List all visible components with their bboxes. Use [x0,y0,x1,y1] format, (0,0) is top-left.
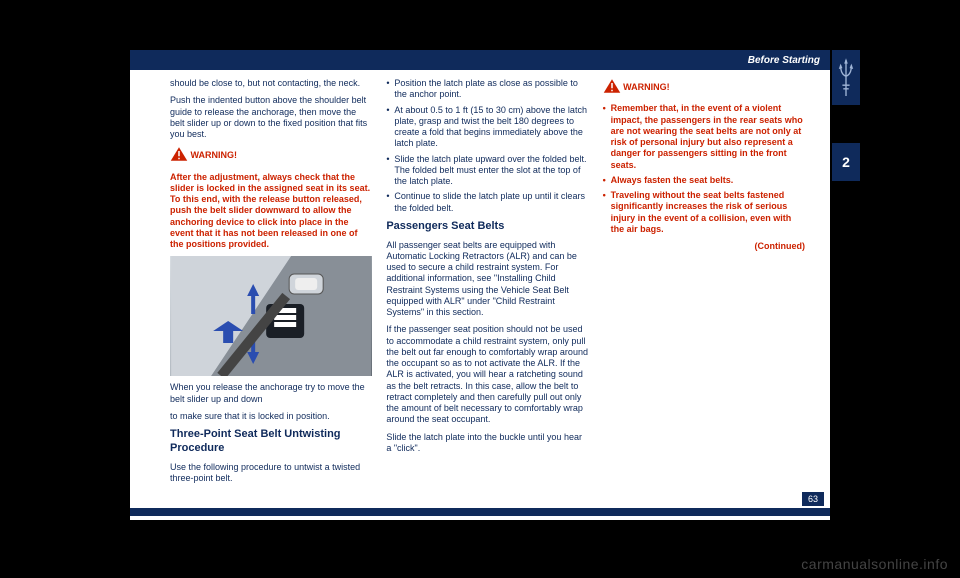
warning-triangle-icon [603,78,621,97]
page-number: 63 [802,492,824,506]
footer-bar [130,508,830,516]
body-text: should be close to, but not contacting, … [170,78,372,89]
manual-page: Before Starting should be close to, but … [130,50,830,520]
body-text: All passenger seat belts are equipped wi… [386,240,588,319]
brand-logo-tab [832,50,860,105]
body-text: to make sure that it is locked in positi… [170,411,372,422]
list-item: Slide the latch plate upward over the fo… [386,154,588,188]
body-text: Push the indented button above the shoul… [170,95,372,140]
list-item: Continue to slide the latch plate up unt… [386,191,588,214]
list-item: Traveling without the seat belts fastene… [603,190,805,235]
figure-caption: When you release the anchorage try to mo… [170,382,372,405]
chapter-number: 2 [842,154,850,170]
list-item: At about 0.5 to 1 ft (15 to 30 cm) above… [386,105,588,150]
seatbelt-anchor-figure [170,256,372,376]
list-item: Always fasten the seat belts. [603,175,805,186]
subheading: Passengers Seat Belts [386,220,588,234]
subheading: Three-Point Seat Belt Untwisting Procedu… [170,428,372,456]
trident-icon [837,58,855,98]
section-title: Before Starting [748,55,820,66]
watermark: carmanualsonline.info [801,556,948,572]
list-item: Position the latch plate as close as pos… [386,78,588,101]
warning-label: WARNING! [623,82,670,92]
body-text: If the passenger seat position should no… [386,324,588,425]
warning-label: WARNING! [191,150,238,160]
chapter-tab: 2 [832,143,860,181]
procedure-list: Position the latch plate as close as pos… [386,78,588,214]
warning-block: WARNING! Remember that, in the event of … [603,78,805,252]
warning-triangle-icon [170,146,188,165]
continued-label: (Continued) [603,241,805,252]
body-text: Use the following procedure to untwist a… [170,462,372,485]
warning-block: WARNING! After the adjustment, always ch… [170,146,372,250]
list-item: Remember that, in the event of a violent… [603,103,805,171]
warning-list: Remember that, in the event of a violent… [603,103,805,235]
section-header: Before Starting [130,50,830,70]
body-text: Slide the latch plate into the buckle un… [386,432,588,455]
content-columns: should be close to, but not contacting, … [170,78,805,488]
warning-text: After the adjustment, always check that … [170,172,372,251]
